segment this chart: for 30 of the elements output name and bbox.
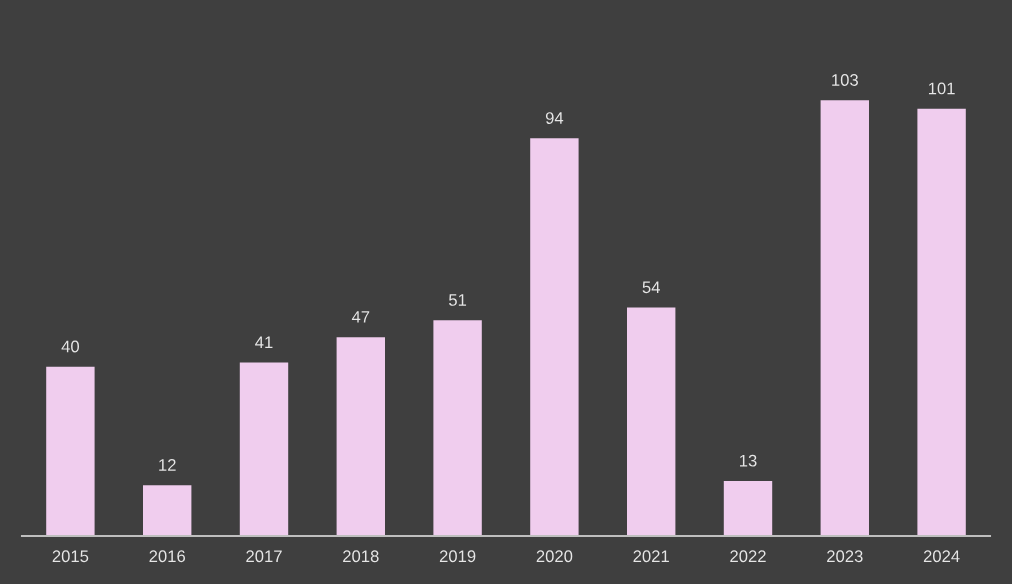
bar bbox=[917, 108, 966, 536]
x-tick-label: 2024 bbox=[923, 550, 960, 563]
bar bbox=[336, 337, 385, 536]
data-label: 54 bbox=[642, 281, 660, 294]
x-tick-label: 2016 bbox=[149, 550, 186, 563]
bar bbox=[820, 100, 869, 536]
data-label: 94 bbox=[545, 112, 564, 124]
data-label: 41 bbox=[255, 336, 273, 348]
bar bbox=[433, 320, 482, 536]
data-label: 12 bbox=[159, 459, 176, 471]
x-tick-label: 2020 bbox=[536, 550, 573, 563]
data-label: 40 bbox=[61, 340, 80, 353]
data-label: 13 bbox=[740, 454, 757, 467]
bar bbox=[46, 366, 95, 536]
bar bbox=[530, 138, 579, 536]
x-tick-label: 2015 bbox=[52, 550, 89, 563]
x-tick-label: 2017 bbox=[246, 550, 282, 563]
x-tick-label: 2021 bbox=[633, 550, 669, 563]
data-label: 103 bbox=[832, 74, 858, 86]
x-tick-label: 2023 bbox=[827, 550, 863, 563]
bar bbox=[627, 307, 676, 536]
bar bbox=[239, 362, 289, 536]
bar bbox=[143, 485, 192, 536]
data-label: 101 bbox=[928, 82, 955, 95]
data-label: 47 bbox=[351, 311, 370, 323]
x-tick-label: 2019 bbox=[439, 550, 476, 563]
data-label: 51 bbox=[449, 294, 467, 306]
x-tick-label: 2022 bbox=[730, 550, 766, 563]
x-tick-label: 2018 bbox=[343, 550, 379, 563]
bar bbox=[723, 481, 773, 536]
